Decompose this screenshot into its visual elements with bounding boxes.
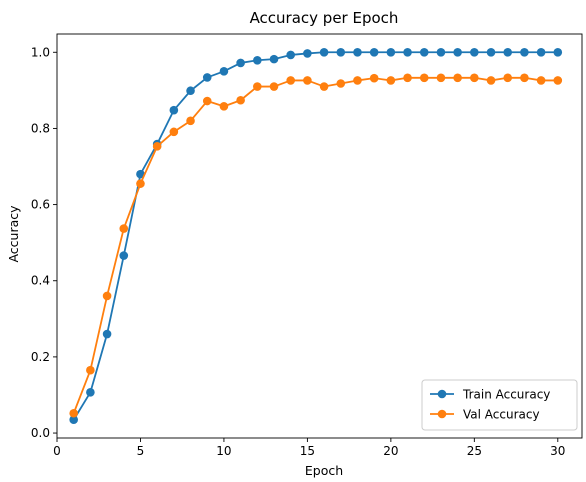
train-accuracy-point — [486, 47, 496, 57]
val-accuracy-point — [369, 73, 379, 83]
train-accuracy-point — [553, 47, 563, 57]
val-accuracy-point — [303, 76, 312, 85]
train-accuracy-point — [69, 415, 78, 425]
x-axis-label: Epoch — [305, 463, 343, 478]
val-accuracy-point — [69, 408, 78, 418]
x-axis: 0 5 10 15 20 25 30 — [53, 438, 565, 458]
x-tick-label: 0 — [53, 444, 61, 458]
train-accuracy-point — [419, 47, 429, 57]
y-tick-label: 0.0 — [31, 426, 50, 440]
val-accuracy-point — [553, 76, 563, 85]
val-accuracy-point — [419, 73, 429, 83]
train-accuracy-point — [286, 50, 296, 60]
val-accuracy-point — [202, 96, 212, 106]
y-axis: 0.0 0.2 0.4 0.6 0.8 1.0 — [31, 45, 57, 440]
val-accuracy-point — [470, 73, 479, 83]
train-accuracy-point — [119, 251, 129, 260]
chart-title: Accuracy per Epoch — [250, 9, 399, 27]
val-accuracy-point — [520, 73, 529, 83]
train-accuracy-point — [336, 47, 346, 57]
train-accuracy-point — [369, 47, 379, 57]
train-accuracy-point — [536, 47, 546, 57]
x-tick-label: 10 — [216, 444, 231, 458]
train-legend-marker — [437, 389, 447, 399]
train-accuracy-point — [303, 49, 312, 58]
val-legend-label: Val Accuracy — [463, 408, 540, 422]
val-accuracy-point — [152, 142, 162, 151]
axes-frame — [56, 33, 583, 439]
val-accuracy-point — [536, 76, 546, 85]
val-accuracy-point — [386, 76, 396, 85]
val-accuracy-point — [403, 73, 412, 83]
train-accuracy-point — [86, 388, 95, 397]
val-accuracy-point — [169, 127, 179, 137]
val-accuracy-point — [119, 224, 129, 233]
train-legend-label: Train Accuracy — [462, 388, 550, 402]
y-axis-label: Accuracy — [6, 205, 21, 263]
train-accuracy-line — [72, 51, 558, 421]
train-accuracy-point — [169, 105, 179, 115]
train-accuracy-point — [503, 47, 513, 57]
train-accuracy-point — [386, 47, 396, 57]
val-accuracy-point — [102, 291, 112, 301]
val-accuracy-point — [253, 82, 262, 91]
train-accuracy-point — [319, 47, 329, 57]
y-tick-label: 0.6 — [31, 198, 50, 212]
x-tick-label: 20 — [383, 444, 398, 458]
y-tick-label: 1.0 — [31, 45, 50, 59]
train-accuracy-point — [520, 47, 529, 57]
x-tick-label: 25 — [467, 444, 482, 458]
train-accuracy-point — [253, 55, 262, 65]
val-accuracy-point — [136, 179, 145, 188]
val-accuracy-series — [69, 73, 563, 418]
train-accuracy-point — [102, 329, 112, 339]
x-tick-label: 15 — [300, 444, 315, 458]
val-accuracy-point — [353, 76, 362, 85]
val-accuracy-point — [86, 365, 95, 375]
x-tick-label: 30 — [550, 444, 565, 458]
plot-area — [56, 33, 583, 439]
val-accuracy-point — [219, 102, 229, 111]
val-accuracy-point — [286, 76, 296, 85]
y-tick-label: 0.2 — [31, 350, 50, 364]
val-accuracy-point — [453, 73, 462, 83]
train-accuracy-series — [69, 47, 563, 425]
y-tick-label: 0.8 — [31, 121, 50, 135]
train-accuracy-point — [453, 47, 462, 57]
val-accuracy-point — [186, 116, 195, 126]
x-tick-label: 5 — [137, 444, 145, 458]
val-accuracy-point — [436, 73, 446, 83]
train-accuracy-point — [403, 47, 412, 57]
val-accuracy-line — [72, 76, 558, 414]
legend-box — [421, 379, 578, 431]
val-accuracy-point — [503, 73, 513, 83]
train-accuracy-point — [219, 67, 229, 76]
val-accuracy-point — [269, 82, 279, 91]
val-accuracy-point — [319, 82, 329, 91]
val-accuracy-point — [486, 76, 496, 85]
train-accuracy-point — [353, 47, 362, 57]
train-accuracy-point — [436, 47, 446, 57]
train-accuracy-point — [269, 54, 279, 64]
val-legend-marker — [437, 409, 447, 419]
val-accuracy-point — [236, 95, 245, 105]
train-accuracy-point — [186, 86, 195, 96]
train-accuracy-point — [136, 169, 145, 179]
train-accuracy-point — [470, 47, 479, 57]
y-tick-label: 0.4 — [31, 274, 50, 288]
val-accuracy-point — [336, 79, 346, 88]
legend: Train Accuracy Val Accuracy — [421, 379, 578, 431]
train-accuracy-point — [202, 73, 212, 82]
train-accuracy-point — [236, 58, 245, 68]
